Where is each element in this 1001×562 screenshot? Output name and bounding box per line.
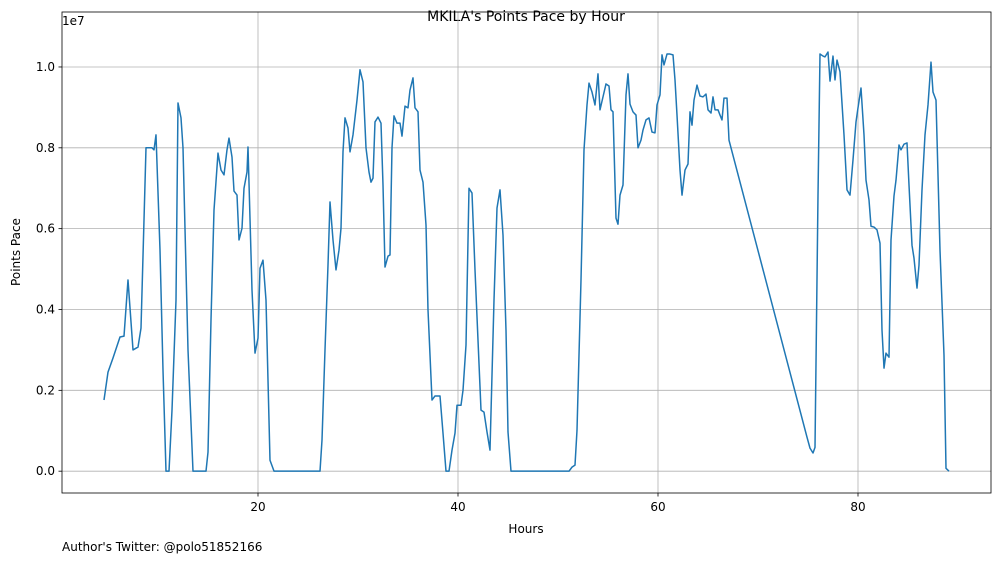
x-tick-label: 80 bbox=[850, 500, 865, 514]
offset-text: 1e7 bbox=[62, 14, 85, 28]
x-tick-label: 60 bbox=[650, 500, 665, 514]
chart-title: MKILA's Points Pace by Hour bbox=[427, 9, 625, 25]
x-tick-label: 20 bbox=[250, 500, 265, 514]
x-axis-label: Hours bbox=[508, 522, 543, 536]
y-tick-label: 0.6 bbox=[36, 222, 55, 236]
footer: Author's Twitter: @polo51852166 bbox=[62, 540, 262, 554]
y-tick-label: 0.8 bbox=[36, 141, 55, 155]
y-tick-label: 1.0 bbox=[36, 60, 55, 74]
y-axis-label: Points Pace bbox=[9, 218, 23, 286]
data-line bbox=[103, 51, 950, 472]
x-tick-label: 40 bbox=[450, 500, 465, 514]
y-tick-label: 0.2 bbox=[36, 383, 55, 397]
y-tick-label: 0.4 bbox=[36, 302, 55, 316]
y-tick-label: 0.0 bbox=[36, 464, 55, 478]
plot-frame bbox=[61, 11, 992, 494]
